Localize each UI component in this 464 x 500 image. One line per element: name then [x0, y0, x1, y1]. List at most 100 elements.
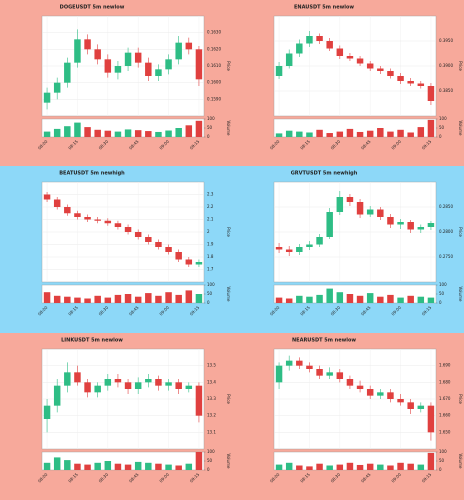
candle-body [64, 372, 71, 386]
volume-bar [43, 131, 51, 137]
candle-body [366, 209, 374, 215]
candle-body [155, 69, 162, 76]
y-tick-label: 1.690 [439, 363, 451, 368]
candle-body [64, 62, 71, 83]
volume-bar [275, 133, 283, 137]
candle-body [346, 379, 354, 386]
candle-body [417, 227, 425, 230]
volume-tick-label: 100 [439, 449, 447, 454]
volume-axis-label: Volume [226, 121, 231, 136]
volume-bar [427, 297, 435, 303]
volume-bar [285, 298, 293, 303]
candle-body [124, 52, 132, 66]
chart-panel: DOGEUSDT 5m newlow 0.1590 0.1600 0.1610 0.16… [0, 0, 232, 166]
candle-body [336, 372, 344, 379]
chart-panel: NEARUSDT 5m newlow 1.650 1.660 1.670 1.680 1.… [232, 333, 464, 500]
candle-body [306, 36, 313, 44]
volume-bar [285, 462, 293, 470]
candle-body [195, 262, 203, 265]
volume-bar [94, 462, 101, 470]
volume-bar [145, 131, 152, 137]
chart-title: DOGEUSDT 5m newlow [60, 5, 125, 11]
volume-bar [407, 295, 414, 303]
candle-body [124, 382, 132, 389]
volume-bar [417, 464, 425, 470]
candle-body [175, 42, 182, 60]
y-tick-label: 13.1 [207, 429, 216, 434]
candle-body [53, 385, 61, 406]
volume-tick-label: 100 [207, 449, 215, 454]
y-axis-label: Price [226, 61, 231, 71]
volume-bar [145, 293, 152, 303]
candle-body [74, 372, 81, 383]
candle-body [145, 237, 152, 242]
volume-bar [326, 465, 333, 470]
candle-body [74, 213, 81, 217]
volume-bar [114, 131, 122, 137]
chart-title: GRVTUSDT 5m newhigh [291, 171, 358, 177]
y-axis-label: Price [458, 394, 463, 404]
volume-bar [316, 129, 323, 137]
volume-bar [326, 288, 333, 303]
volume-bar [155, 463, 162, 470]
candle-body [397, 222, 404, 225]
volume-bar [306, 296, 313, 303]
y-tick-label: 1.660 [439, 413, 451, 418]
candle-body [285, 249, 293, 252]
volume-tick-label: 0 [439, 134, 442, 139]
candle-body [387, 71, 394, 76]
chart-panel: BEATUSDT 5m newhigh 1.7 1.8 1.9 2 2.1 2.2 2.3 0 5… [0, 166, 232, 333]
volume-tick-label: 0 [207, 134, 210, 139]
y-axis-label: Price [226, 394, 231, 404]
candle-body [84, 217, 91, 220]
candle-body [316, 237, 323, 245]
chart-panel: GRVTUSDT 5m newhigh 0.2750 0.2800 0.2850 0 50… [232, 166, 464, 333]
volume-bar [356, 464, 364, 470]
volume-bar [43, 462, 51, 470]
candle-body [326, 372, 333, 376]
candle-body [275, 247, 283, 250]
volume-bar [336, 131, 344, 137]
volume-bar [155, 295, 162, 303]
volume-bar [407, 132, 414, 137]
volume-bar [275, 297, 283, 303]
y-tick-label: 13.3 [207, 396, 216, 401]
volume-tick-label: 100 [207, 282, 215, 287]
y-axis-label: Price [226, 227, 231, 237]
candle-body [336, 197, 344, 212]
candle-body [134, 382, 142, 389]
y-tick-label: 0.2750 [439, 254, 453, 259]
volume-bar [316, 294, 323, 303]
candle-body [316, 369, 323, 376]
volume-bar [275, 464, 283, 470]
candle-body [377, 209, 384, 217]
volume-bar [356, 295, 364, 303]
candle-body [195, 385, 203, 416]
candle-body [427, 405, 435, 433]
candle-body [306, 244, 313, 247]
volume-bar [407, 463, 414, 470]
volume-bar [175, 128, 182, 137]
candle-body [417, 405, 425, 409]
chart-title: NEARUSDT 5m newlow [292, 338, 356, 344]
volume-bar [296, 131, 303, 137]
candle-body [53, 199, 61, 207]
candle-body [285, 53, 293, 66]
volume-bar [185, 463, 193, 470]
volume-bar [346, 128, 354, 137]
volume-axis-label: Volume [226, 454, 231, 469]
candle-body [377, 68, 384, 71]
candle-body [356, 58, 364, 64]
candle-body [366, 63, 374, 69]
candle-body [407, 81, 414, 84]
chart-panel: ENAUSDT 5m newlow 0.3850 0.3900 0.3950 0 50 10… [232, 0, 464, 166]
candle-body [53, 82, 61, 93]
volume-bar [417, 127, 425, 137]
candle-body [43, 92, 51, 103]
y-tick-label: 1.670 [439, 396, 451, 401]
candle-body [397, 76, 404, 81]
y-tick-label: 13.4 [207, 379, 216, 384]
volume-axis-label: Volume [458, 287, 463, 302]
volume-bar [114, 463, 122, 470]
